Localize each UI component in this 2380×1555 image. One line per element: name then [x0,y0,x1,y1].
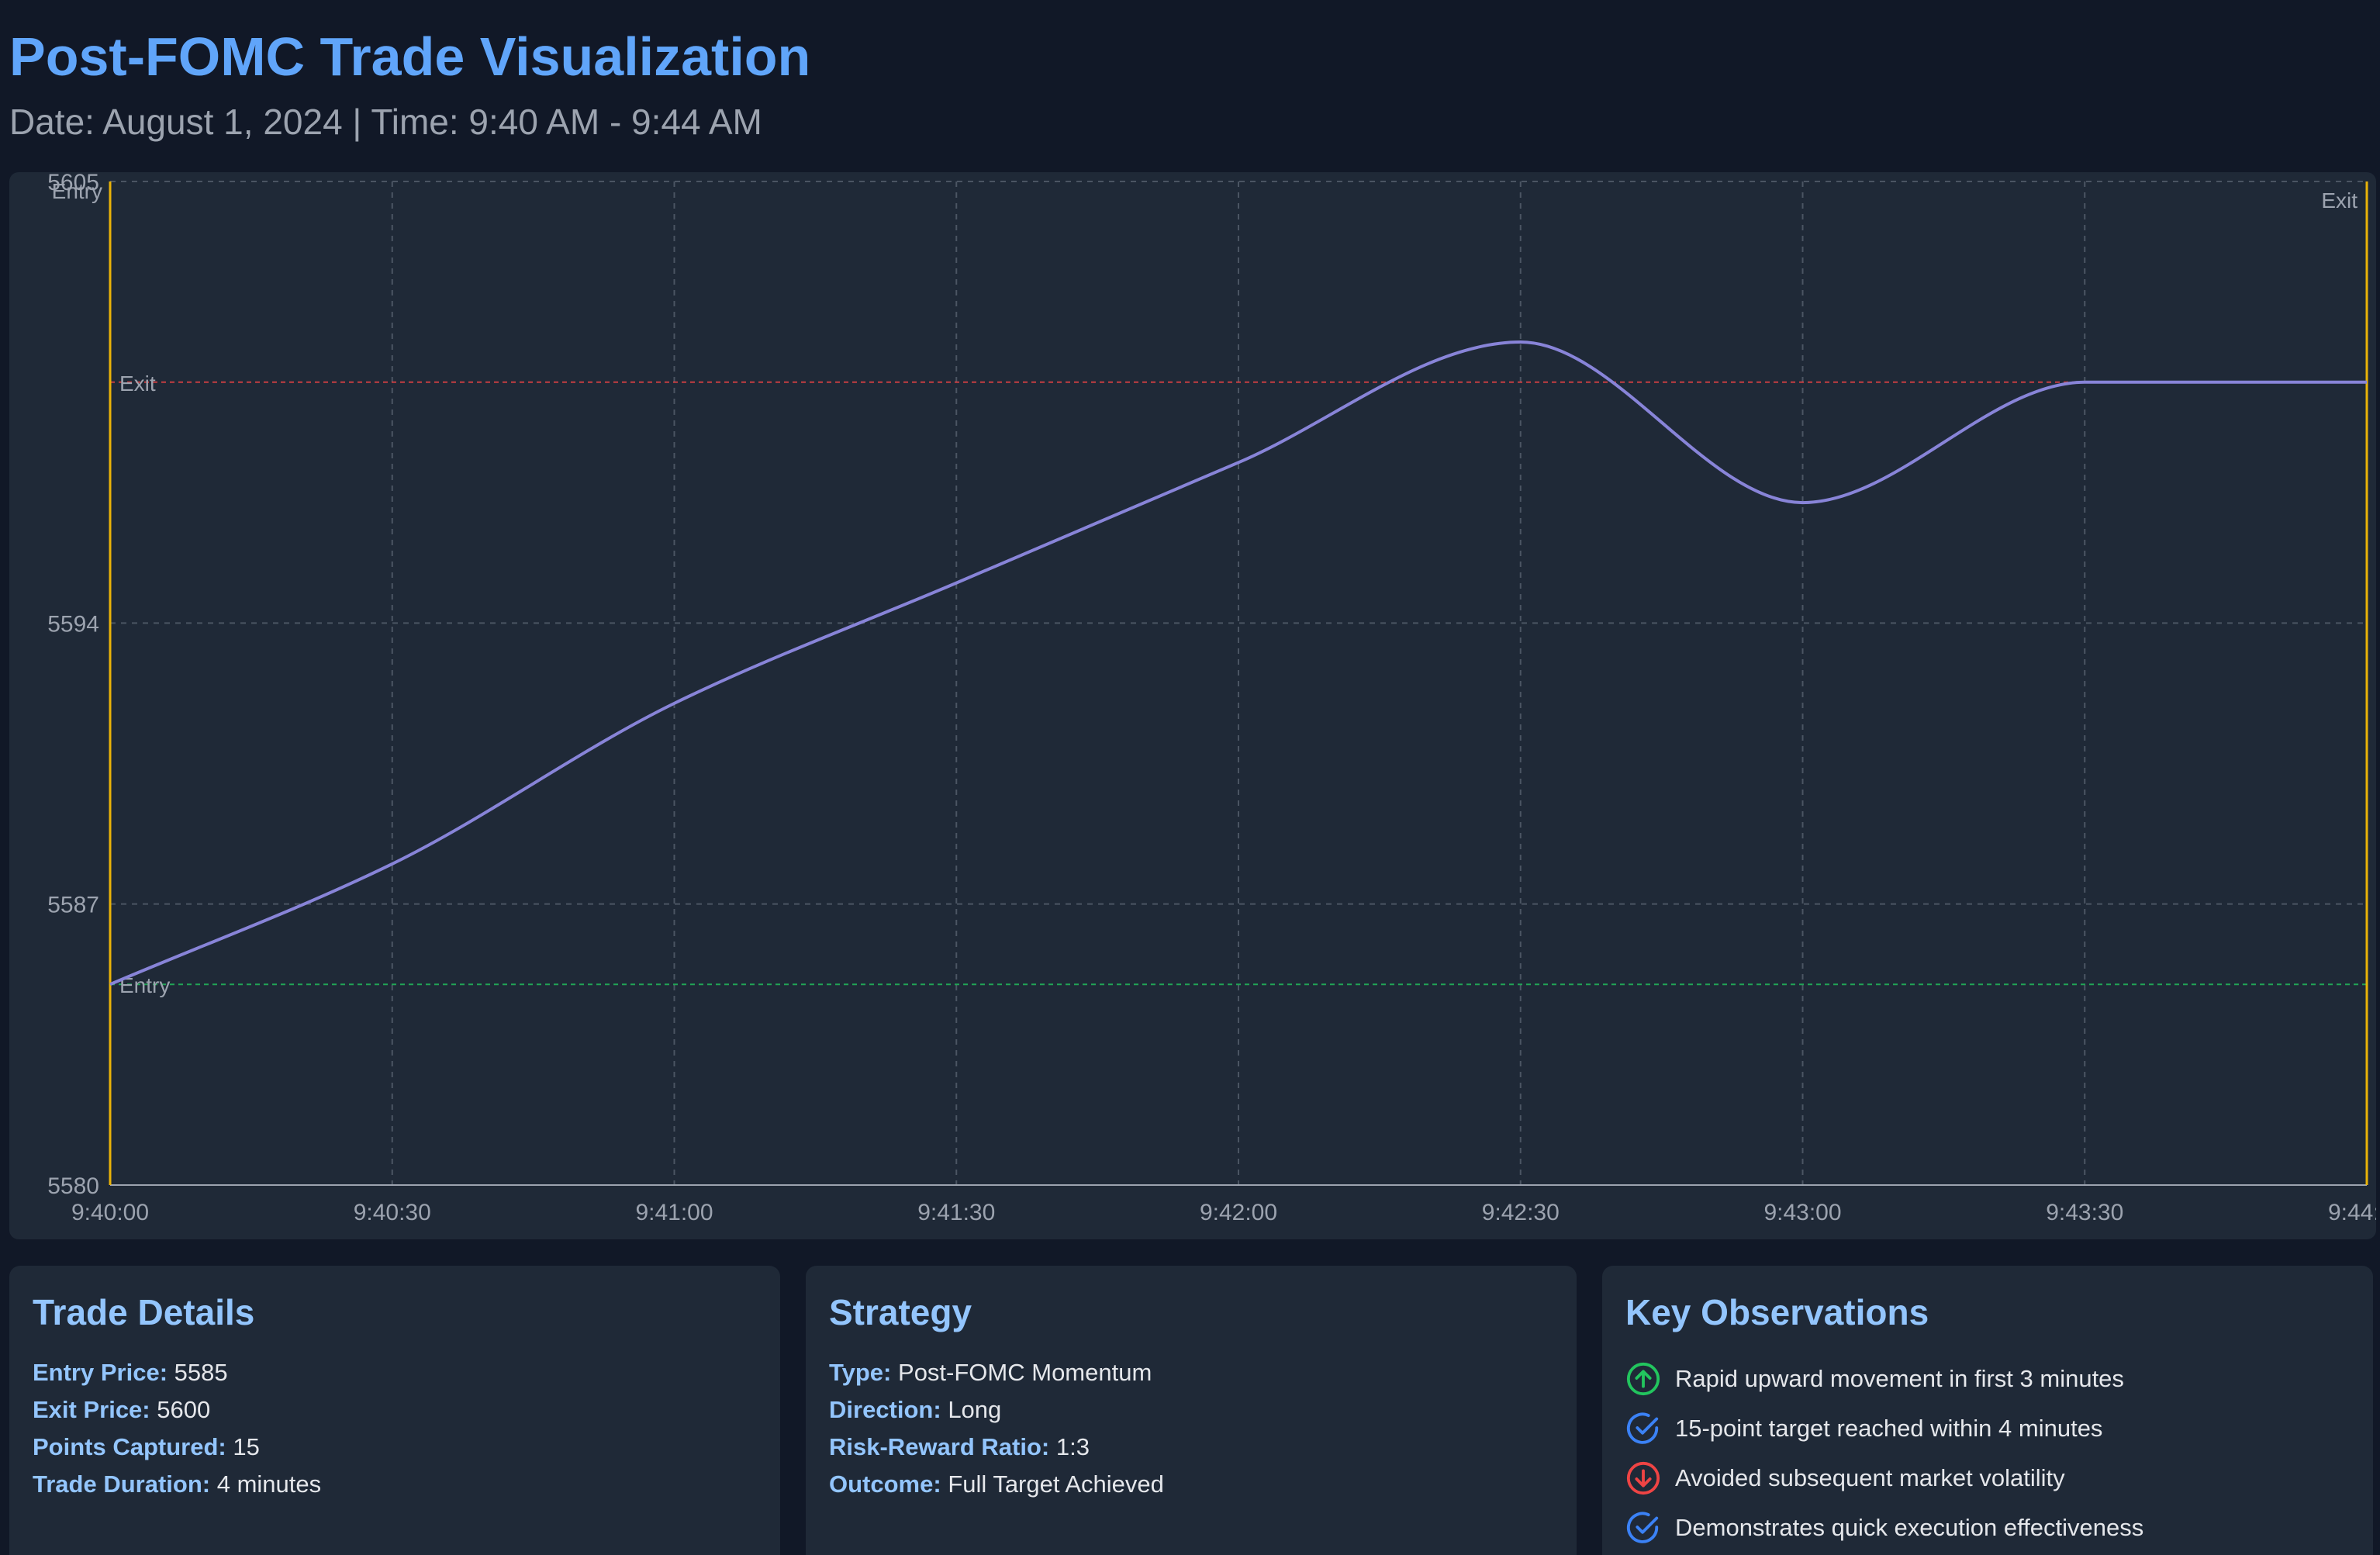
arrow-up-circle-icon [1626,1362,1660,1396]
strategy-title: Strategy [829,1292,972,1332]
strategy-type-row: Type: Post-FOMC Momentum [829,1354,1553,1391]
y-tick-label: 5605 [47,172,99,195]
entry-price-value: 5585 [174,1359,228,1386]
x-tick-label: 9:42:00 [1200,1200,1277,1225]
x-tick-label: 9:41:00 [635,1200,713,1225]
observation-text: Rapid upward movement in first 3 minutes [1675,1365,2124,1392]
trade-details-title: Trade Details [33,1292,255,1332]
entry-price-row: Entry Price: 5585 [33,1354,757,1391]
key-observations-title: Key Observations [1625,1292,1929,1332]
observation-text: Demonstrates quick execution effectivene… [1675,1514,2144,1541]
y-tick-label: 5580 [47,1173,99,1199]
points-captured-value: 15 [233,1433,260,1460]
key-observations-card: Key Observations Rapid upward movement i… [1602,1266,2373,1555]
check-circle-icon [1626,1512,1659,1543]
trade-duration-value: 4 minutes [216,1470,322,1498]
reference-label-exit: Exit [119,371,156,396]
direction-row: Direction: Long [829,1391,1553,1429]
check-circle-icon [1626,1412,1659,1444]
observation-item: Avoided subsequent market volatility [1625,1453,2350,1503]
x-tick-label: 9:40:30 [354,1200,431,1225]
x-tick-label: 9:41:30 [917,1200,995,1225]
observation-item: Demonstrates quick execution effectivene… [1625,1503,2350,1553]
strategy-type-label: Type: [829,1359,892,1386]
direction-value: Long [948,1396,1002,1423]
reference-label-exit-time: Exit [2321,188,2358,213]
chart-panel: Exit Entry Entry Exit 5580 5587 5594 5605 9:40:0… [9,172,2376,1239]
risk-reward-label: Risk-Reward Ratio: [829,1433,1050,1460]
outcome-label: Outcome: [829,1470,941,1498]
exit-price-row: Exit Price: 5600 [33,1391,757,1429]
arrow-down-circle-icon [1626,1461,1660,1495]
direction-label: Direction: [829,1396,941,1423]
observation-text: 15-point target reached within 4 minutes [1675,1415,2103,1442]
outcome-value: Full Target Achieved [948,1470,1164,1498]
points-captured-row: Points Captured: 15 [33,1429,757,1466]
outcome-row: Outcome: Full Target Achieved [829,1466,1553,1503]
exit-price-label: Exit Price: [33,1396,150,1423]
y-tick-label: 5594 [47,611,99,637]
x-tick-label: 9:44:00 [2328,1200,2376,1225]
observation-item: Rapid upward movement in first 3 minutes [1625,1354,2350,1404]
risk-reward-row: Risk-Reward Ratio: 1:3 [829,1429,1553,1466]
page-subtitle: Date: August 1, 2024 | Time: 9:40 AM - 9… [9,102,762,142]
x-tick-label: 9:42:30 [1482,1200,1560,1225]
points-captured-label: Points Captured: [33,1433,226,1460]
x-tick-label: 9:43:00 [1763,1200,1841,1225]
strategy-type-value: Post-FOMC Momentum [898,1359,1152,1386]
trade-details-card: Trade Details Entry Price: 5585 Exit Pri… [9,1266,780,1555]
entry-price-label: Entry Price: [33,1359,168,1386]
trade-duration-label: Trade Duration: [33,1470,211,1498]
risk-reward-value: 1:3 [1055,1433,1090,1460]
observation-text: Avoided subsequent market volatility [1675,1464,2065,1491]
page-title: Post-FOMC Trade Visualization [9,26,811,87]
price-series-line [109,340,2367,987]
x-tick-label: 9:43:30 [2046,1200,2123,1225]
reference-label-entry-time: Entry [52,179,102,203]
trade-duration-row: Trade Duration: 4 minutes [33,1466,757,1503]
observation-item: 15-point target reached within 4 minutes [1625,1404,2350,1453]
y-tick-label: 5587 [47,893,99,918]
exit-price-value: 5600 [157,1396,211,1423]
strategy-card: Strategy Type: Post-FOMC Momentum Direct… [806,1266,1577,1555]
x-tick-label: 9:40:00 [71,1200,149,1225]
